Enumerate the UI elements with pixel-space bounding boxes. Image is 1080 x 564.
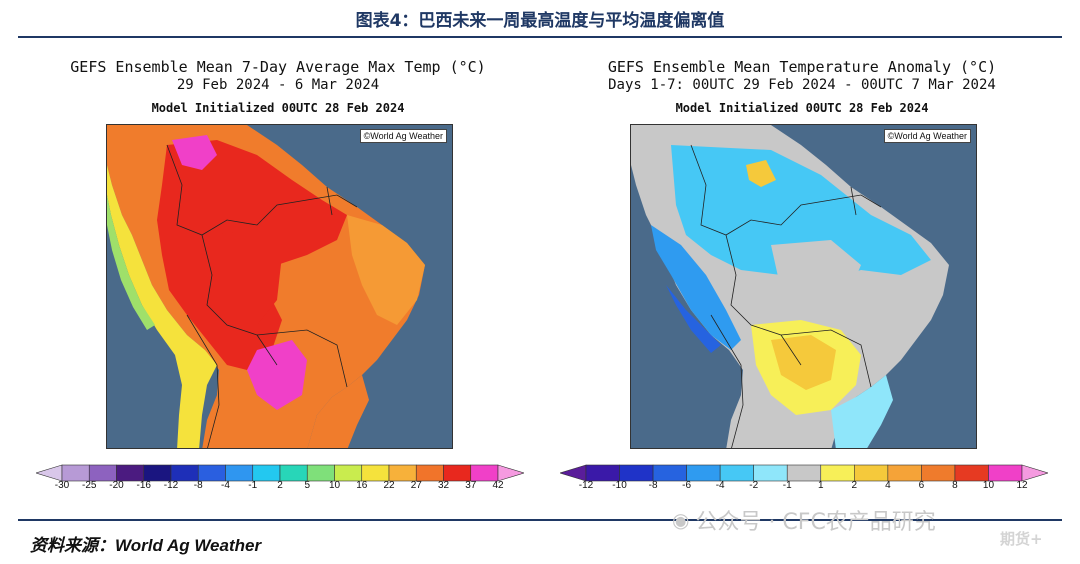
max-temp-period: 29 Feb 2024 - 6 Mar 2024 bbox=[176, 77, 380, 93]
max-temp-tick-label: 32 bbox=[437, 480, 450, 491]
anomaly-panel: GEFS Ensemble Mean Temperature Anomaly (… bbox=[542, 48, 1062, 518]
anomaly-tick-label: -1 bbox=[782, 480, 792, 491]
max-temp-credit: ©World Ag Weather bbox=[359, 129, 447, 143]
source-note: 资料来源：World Ag Weather bbox=[30, 536, 262, 555]
max-temp-swatch bbox=[279, 464, 308, 482]
anomaly-swatch bbox=[652, 464, 687, 482]
anomaly-tick-label: 8 bbox=[952, 480, 958, 491]
anomaly-swatch bbox=[585, 464, 620, 482]
max-temp-tick-label: 42 bbox=[492, 480, 504, 491]
anomaly-tick-label: -2 bbox=[749, 480, 759, 491]
max-temp-tick-label: -16 bbox=[136, 480, 151, 491]
max-temp-swatch-high bbox=[497, 464, 524, 482]
max-temp-tick-label: -12 bbox=[163, 480, 179, 491]
max-temp-tick-label: 37 bbox=[465, 480, 477, 491]
anomaly-map: ©World Ag Weather bbox=[630, 124, 977, 449]
anomaly-tick-label: 6 bbox=[918, 480, 925, 491]
max-temp-swatch bbox=[197, 464, 226, 482]
max-temp-tick-label: 10 bbox=[328, 480, 341, 491]
max-temp-map: ©World Ag Weather bbox=[106, 124, 453, 449]
max-temp-swatch bbox=[361, 464, 390, 482]
anomaly-swatch bbox=[619, 464, 654, 482]
max-temp-swatch bbox=[170, 464, 199, 482]
max-temp-tick-label: -20 bbox=[109, 480, 124, 491]
max-temp-tick-label: -1 bbox=[248, 480, 258, 491]
anomaly-period: Days 1-7: 00UTC 29 Feb 2024 - 00UTC 7 Ma… bbox=[608, 77, 996, 93]
anomaly-swatch bbox=[854, 464, 889, 482]
anomaly-title: GEFS Ensemble Mean Temperature Anomaly (… bbox=[607, 58, 997, 76]
max-temp-swatch bbox=[388, 464, 417, 482]
max-temp-tick-label: 22 bbox=[383, 480, 395, 491]
max-temp-swatch bbox=[306, 464, 335, 482]
max-temp-swatch bbox=[443, 464, 472, 482]
max-temp-swatch bbox=[470, 464, 499, 482]
anomaly-tick-label: -6 bbox=[682, 480, 692, 491]
max-temp-title: GEFS Ensemble Mean 7-Day Average Max Tem… bbox=[70, 58, 486, 76]
anomaly-swatch bbox=[954, 464, 989, 482]
top-rule bbox=[18, 36, 1062, 38]
figure-title: 图表4：巴西未来一周最高温度与平均温度偏离值 bbox=[355, 11, 725, 31]
max-temp-tick-label: 16 bbox=[356, 480, 368, 491]
anomaly-tick-label: -8 bbox=[648, 480, 658, 491]
max-temp-swatch bbox=[88, 464, 117, 482]
max-temp-swatch bbox=[334, 464, 363, 482]
max-temp-swatch bbox=[61, 464, 90, 482]
anomaly-swatch bbox=[753, 464, 788, 482]
anomaly-swatch bbox=[988, 464, 1023, 482]
wechat-icon: ◉ bbox=[672, 508, 690, 532]
anomaly-tick-label: 12 bbox=[1016, 480, 1028, 491]
anomaly-tick-label: 10 bbox=[982, 480, 995, 491]
max-temp-colorbar bbox=[36, 464, 524, 482]
anomaly-swatch bbox=[786, 464, 822, 482]
max-temp-tick-label: -30 bbox=[54, 480, 70, 491]
max-temp-tick-label: 2 bbox=[277, 480, 283, 491]
max-temp-panel: GEFS Ensemble Mean 7-Day Average Max Tem… bbox=[18, 48, 538, 518]
max-temp-swatch bbox=[252, 464, 281, 482]
anomaly-swatch bbox=[887, 464, 922, 482]
watermark: ◉ 公众号 · CFC农产品研究 bbox=[672, 504, 936, 536]
anomaly-tick-label: 4 bbox=[885, 480, 891, 491]
anomaly-tick-label: -10 bbox=[612, 480, 627, 491]
max-temp-tick-label: -8 bbox=[193, 480, 203, 491]
anomaly-swatch-low bbox=[560, 464, 587, 482]
max-temp-tick-label: 5 bbox=[304, 480, 311, 491]
anomaly-tick-label: -4 bbox=[715, 480, 725, 491]
anomaly-credit: ©World Ag Weather bbox=[883, 129, 971, 143]
watermark-small: 期货+ bbox=[1000, 530, 1043, 548]
anomaly-init: Model Initialized 00UTC 28 Feb 2024 bbox=[675, 101, 929, 115]
max-temp-swatch bbox=[116, 464, 145, 482]
anomaly-tick-label: 2 bbox=[851, 480, 858, 491]
max-temp-tick-label: -25 bbox=[82, 480, 97, 491]
anomaly-swatch bbox=[719, 464, 754, 482]
max-temp-swatch bbox=[143, 464, 172, 482]
bottom-rule bbox=[18, 519, 1062, 521]
anomaly-colorbar-ticks: -12 -10 -8 -6 -4 -2 -1 1 2 4 6 8 10 12 bbox=[560, 480, 1048, 494]
max-temp-swatch bbox=[225, 464, 254, 482]
max-temp-swatch-low bbox=[36, 464, 63, 482]
anomaly-swatch-high bbox=[1021, 464, 1048, 482]
anomaly-swatch bbox=[820, 464, 855, 482]
max-temp-swatch bbox=[415, 464, 444, 482]
anomaly-tick-label: 1 bbox=[817, 480, 824, 491]
max-temp-map-image bbox=[107, 125, 452, 448]
anomaly-tick-label: -12 bbox=[578, 480, 594, 491]
max-temp-init: Model Initialized 00UTC 28 Feb 2024 bbox=[151, 101, 405, 115]
watermark-text: 公众号 · CFC农产品研究 bbox=[695, 510, 936, 535]
anomaly-swatch bbox=[921, 464, 956, 482]
anomaly-swatch bbox=[686, 464, 721, 482]
max-temp-tick-label: -4 bbox=[221, 480, 230, 491]
anomaly-colorbar bbox=[560, 464, 1048, 482]
anomaly-map-image bbox=[631, 125, 976, 448]
max-temp-tick-label: 27 bbox=[410, 480, 422, 491]
max-temp-colorbar-ticks: -30 -25 -20 -16 -12 -8 -4 -1 2 5 10 16 22 27 32 37 42 bbox=[36, 480, 524, 494]
